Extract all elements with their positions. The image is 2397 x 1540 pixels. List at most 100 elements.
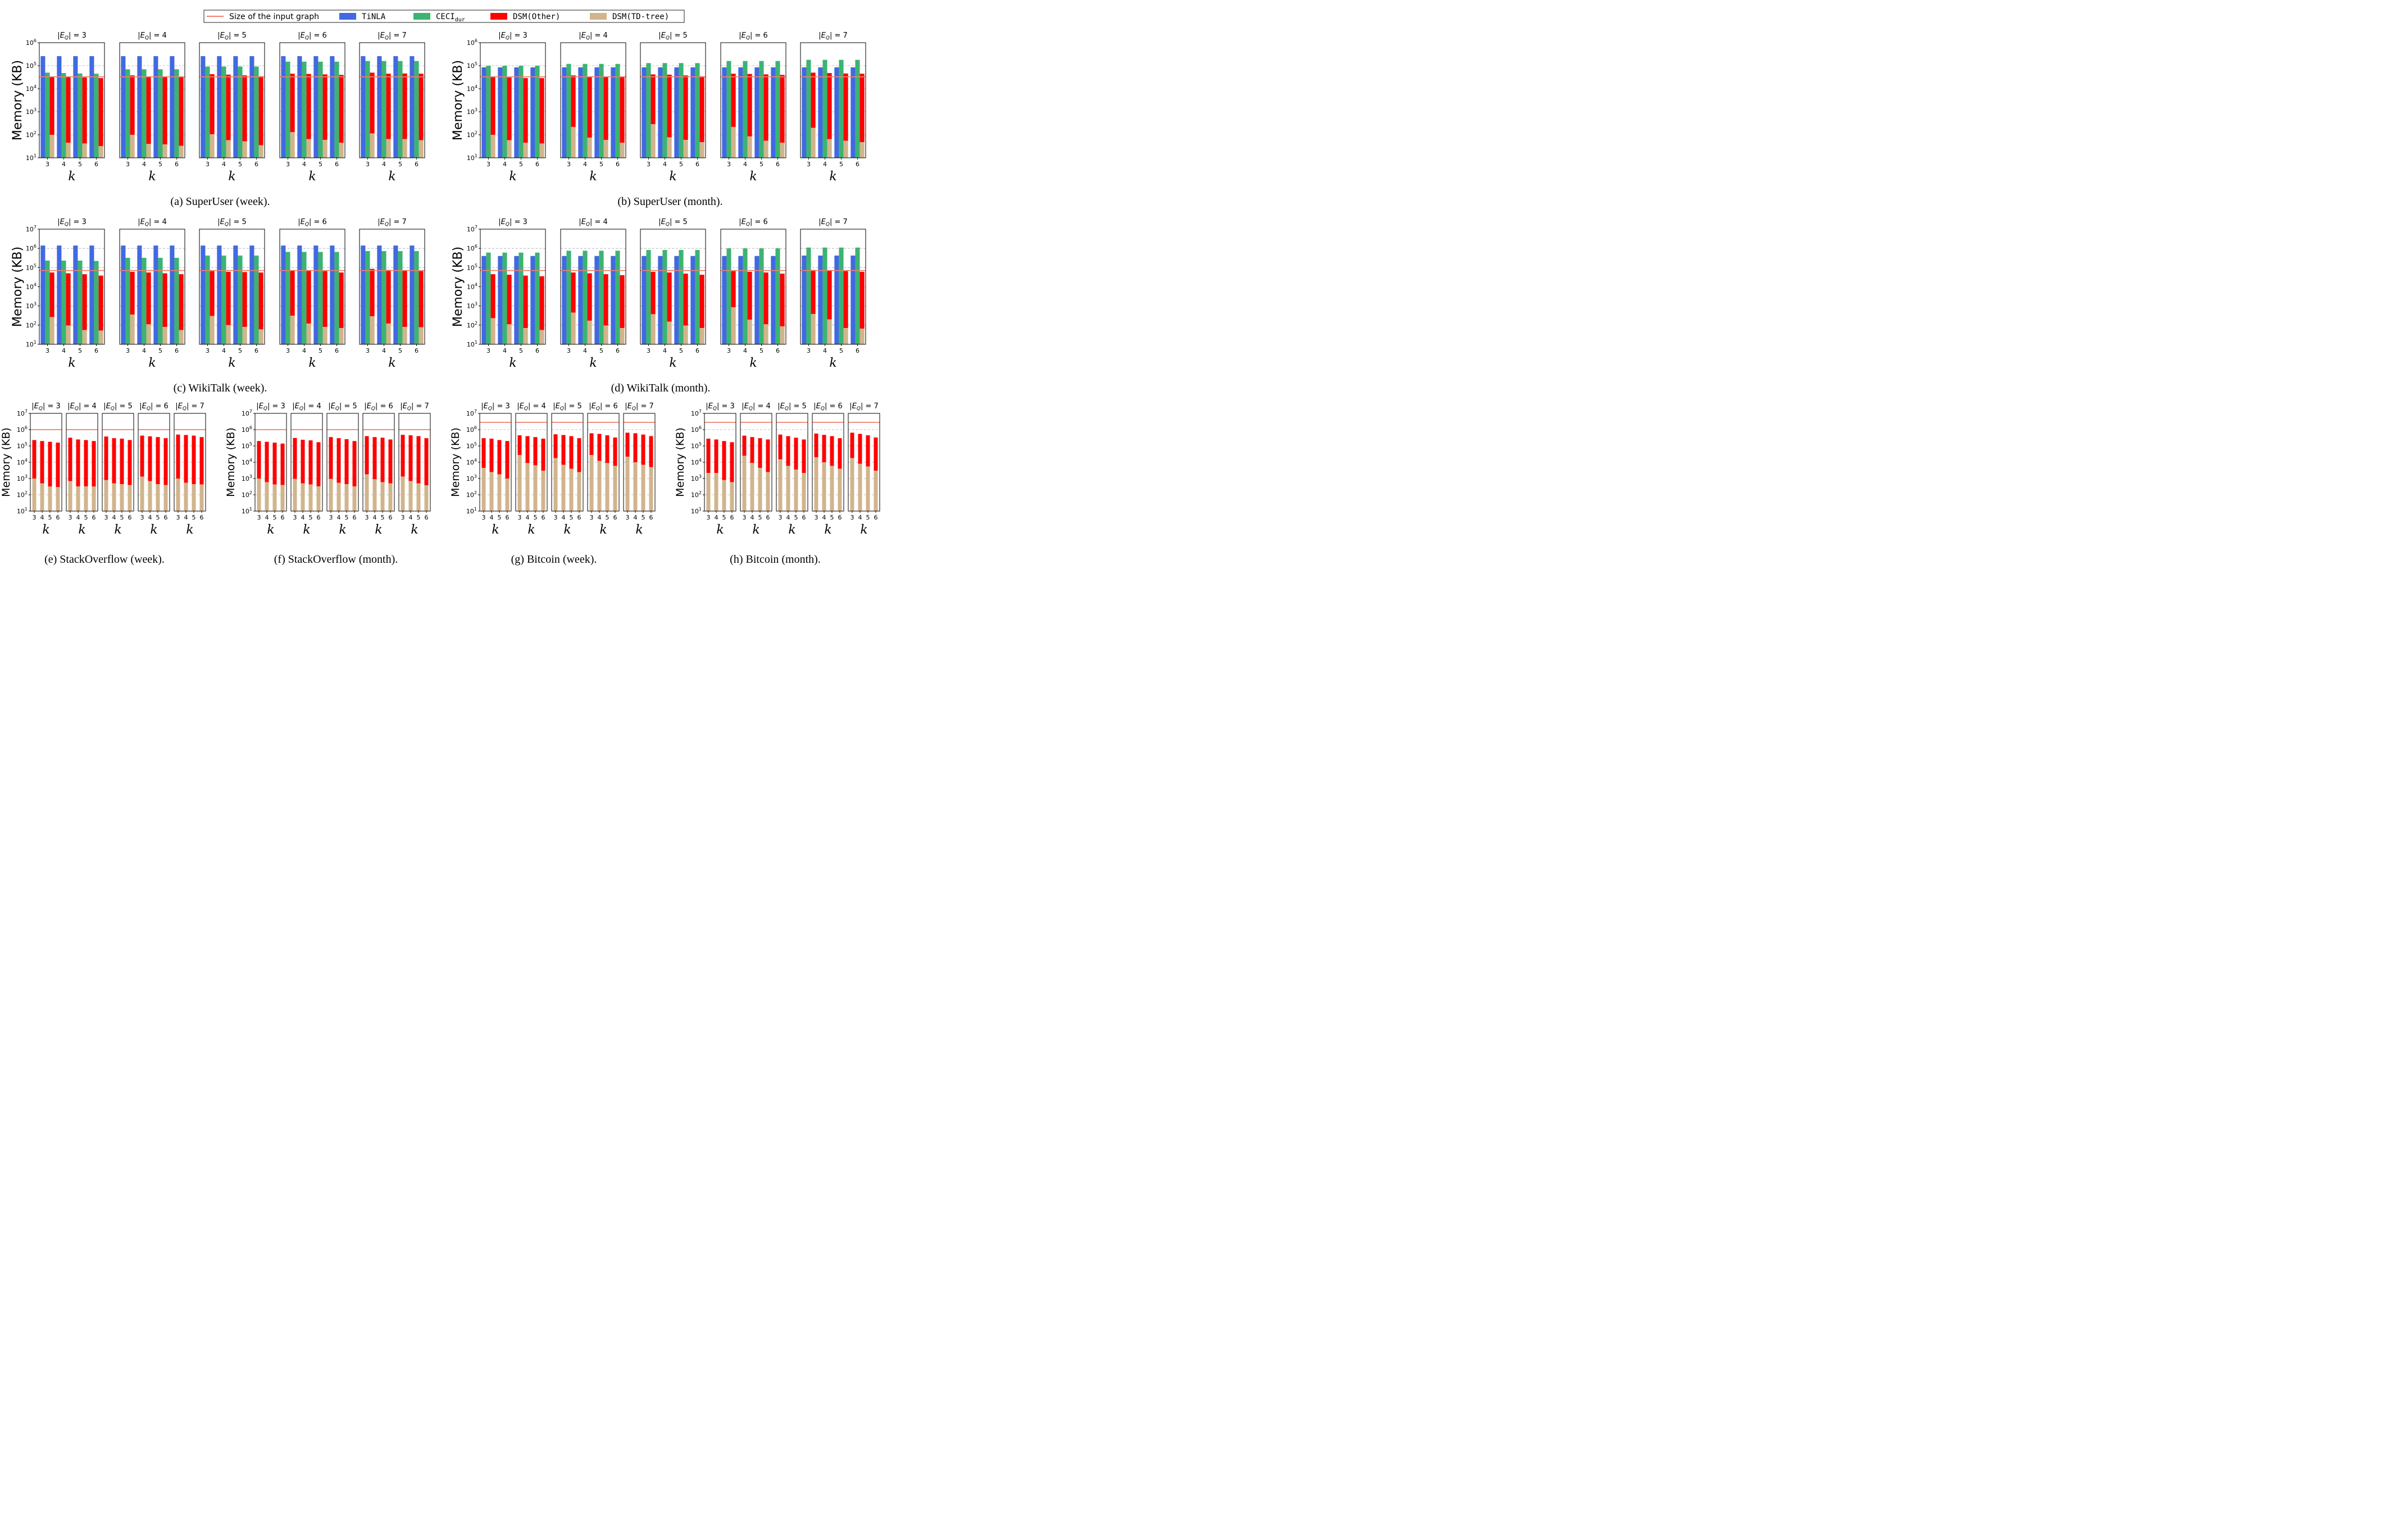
- x-tick-label: 5: [398, 347, 402, 354]
- legend-label-dsm-tdtree: DSM(TD-tree): [612, 12, 669, 21]
- bar-dsm-other: [489, 439, 494, 472]
- bar-dsm-other: [301, 439, 305, 484]
- panel-frame: [480, 229, 546, 345]
- x-tick-label: 3: [176, 514, 180, 521]
- y-tick-label: 106: [17, 425, 28, 434]
- bar-dsm-tdtree: [747, 320, 752, 344]
- panel-3: |EQ| = 63 4 5 6k: [720, 31, 786, 184]
- panel-title-value: | = 6: [825, 402, 843, 411]
- bar-dsm-tdtree: [859, 329, 865, 344]
- bar-dsm-other: [68, 438, 72, 481]
- y-tick-label: 104: [26, 283, 37, 291]
- bar-dsm-other: [48, 441, 52, 487]
- bar-tinla: [818, 67, 823, 158]
- bar-dsm-tdtree: [641, 464, 645, 511]
- bar-dsm-tdtree: [742, 455, 747, 511]
- y-tick-label: 102: [467, 321, 477, 329]
- x-tick-label: 3: [365, 514, 369, 521]
- bar-dsm-tdtree: [370, 133, 375, 158]
- bar-dsm-tdtree: [683, 140, 688, 158]
- bar-dsm-tdtree: [620, 143, 625, 158]
- bar-ceci: [318, 252, 323, 344]
- panel-2: |EQ| = 53 4 5 6k: [199, 218, 265, 370]
- panel-title-symbol: E: [556, 402, 561, 411]
- y-tick-label: 106: [26, 38, 37, 47]
- panel-2: |EQ| = 53 4 5 6k: [326, 402, 359, 537]
- y-tick-label: 101: [467, 153, 477, 162]
- bar-dsm-tdtree: [290, 316, 295, 344]
- bar-dsm-tdtree: [424, 485, 429, 511]
- x-tick-label: 3: [126, 347, 130, 354]
- bar-dsm-other: [858, 434, 862, 464]
- bar-tinla: [297, 245, 302, 344]
- bar-dsm-tdtree: [763, 324, 768, 344]
- bar-ceci: [615, 250, 620, 344]
- x-tick-label: 4: [858, 514, 862, 521]
- bar-dsm-tdtree: [199, 484, 204, 511]
- x-tick-label: 3: [257, 514, 261, 521]
- x-axis-label: k: [749, 170, 757, 184]
- panel-3: |EQ| = 63 4 5 6k: [587, 402, 620, 537]
- y-tick-exponent: 2: [34, 130, 37, 135]
- bar-dsm-tdtree: [525, 463, 530, 511]
- bar-ceci: [414, 251, 419, 344]
- bar-dsm-other: [490, 76, 495, 135]
- y-tick-exponent: 3: [474, 474, 477, 479]
- panel-frame: [102, 413, 134, 512]
- panel-4: |EQ| = 73 4 5 6k: [800, 31, 866, 184]
- panel-title: |EQ| = 6: [813, 402, 843, 412]
- y-tick-exponent: 3: [699, 474, 702, 479]
- x-tick-label: 3: [366, 161, 370, 168]
- bar-dsm-other: [386, 74, 391, 139]
- panel-0: |EQ| = 3 3 4 5 6 k: [39, 218, 105, 370]
- bar-dsm-other: [419, 74, 424, 140]
- x-tick-label: 4: [743, 161, 747, 168]
- bar-dsm-other: [683, 274, 688, 326]
- panel-title-value: | = 3: [69, 218, 87, 226]
- x-tick-label: 5: [158, 347, 162, 354]
- panel-title: |EQ| = 7: [400, 402, 429, 412]
- panel-2: |EQ| = 53 4 5 6k: [102, 402, 134, 537]
- panel-title: |EQ| = 6: [298, 218, 327, 227]
- x-tick-label: 5: [417, 514, 421, 521]
- panel-title: |EQ| = 6: [739, 218, 768, 227]
- y-tick-label: 102: [467, 130, 477, 139]
- bar-dsm-tdtree: [814, 457, 818, 511]
- bar-tinla: [771, 256, 776, 344]
- x-tick-label: 3: [815, 514, 818, 521]
- bar-ceci: [535, 252, 540, 344]
- y-tick-exponent: 6: [475, 38, 477, 43]
- x-tick-label: 3: [46, 161, 49, 168]
- bar-ceci: [599, 250, 604, 344]
- panel-frame: [720, 229, 786, 345]
- panel-title-subscript: Q: [821, 406, 825, 412]
- bar-dsm-other: [76, 439, 80, 486]
- bar-dsm-other: [257, 441, 261, 479]
- bar-dsm-other: [822, 435, 826, 462]
- y-tick-exponent: 3: [249, 474, 252, 479]
- bar-tinla: [722, 67, 727, 158]
- x-tick-label: 3: [329, 514, 333, 521]
- panel-frame: [279, 42, 345, 158]
- bar-dsm-tdtree: [329, 479, 333, 511]
- bar-dsm-tdtree: [120, 484, 124, 511]
- chart-caption: (f) StackOverflow (month).: [274, 553, 398, 566]
- x-tick-label: 5: [839, 347, 843, 354]
- bar-dsm-other: [747, 271, 752, 320]
- panel-4: |EQ| = 73 4 5 6k: [623, 402, 656, 537]
- panel-title: |EQ| = 5: [103, 402, 133, 412]
- bar-tinla: [578, 256, 583, 344]
- bar-dsm-other: [192, 435, 196, 485]
- panel-title-value: | = 7: [830, 218, 848, 226]
- panel-frame: [848, 413, 880, 512]
- panel-frame: [480, 42, 546, 158]
- panel-4: |EQ| = 73 4 5 6k: [800, 218, 866, 370]
- bar-dsm-other: [507, 77, 512, 140]
- panel-title: |EQ| = 7: [175, 402, 204, 412]
- y-tick-exponent: 2: [25, 490, 28, 495]
- x-tick-label: 4: [382, 161, 386, 168]
- bar-tinla: [658, 256, 663, 344]
- bar-tinla: [233, 245, 238, 344]
- x-tick-label: 5: [192, 514, 196, 521]
- bar-ceci: [221, 66, 226, 158]
